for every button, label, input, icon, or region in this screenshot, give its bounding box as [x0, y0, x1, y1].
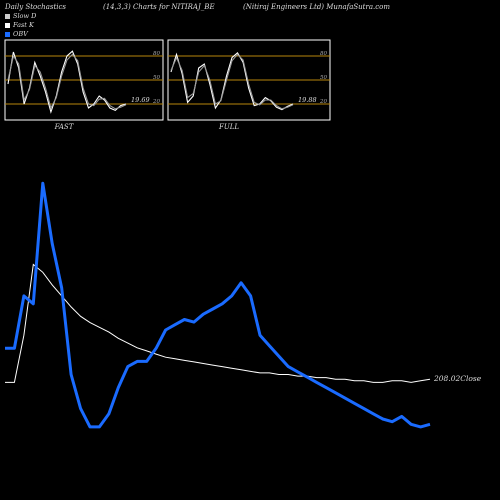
full-panel: 20 50 80 19.88 FULL	[167, 39, 331, 131]
y-tick-label: 50	[320, 75, 327, 81]
slow-d-line	[7, 53, 127, 110]
legend-swatch	[5, 14, 10, 19]
panel-title: FULL	[218, 123, 239, 131]
last-value-label: 19.69	[131, 96, 150, 104]
panel-title: FAST	[54, 123, 75, 131]
slow-d-line	[170, 53, 294, 110]
close-label: 208.02Close	[433, 374, 482, 383]
company-name: (Nitiraj Engineers Ltd) MunafaSutra.com	[243, 3, 391, 11]
legend: Slow D Fast K OBV	[5, 12, 36, 39]
legend-item-obv: OBV	[5, 30, 36, 39]
y-tick-label: 80	[320, 51, 327, 57]
legend-item-slow-d: Slow D	[5, 12, 36, 21]
chart-params: (14,3,3) Charts for NITIRAJ_BE	[103, 3, 215, 11]
close-price-line	[5, 263, 431, 383]
y-tick-label: 20	[152, 99, 160, 105]
obv-line	[5, 181, 431, 429]
chart-title: Daily Stochastics	[5, 3, 67, 11]
legend-swatch	[5, 32, 10, 37]
last-value-label: 19.88	[298, 96, 317, 104]
legend-swatch	[5, 23, 10, 28]
y-tick-label: 20	[319, 99, 327, 105]
legend-item-fast-k: Fast K	[5, 21, 36, 30]
y-tick-label: 80	[153, 51, 160, 57]
fast-panel: 20 50 80 19.69 FAST	[4, 39, 164, 131]
y-tick-label: 50	[153, 75, 160, 81]
obv-panel: 208.02Close	[5, 181, 482, 429]
fast-k-line	[170, 51, 294, 111]
